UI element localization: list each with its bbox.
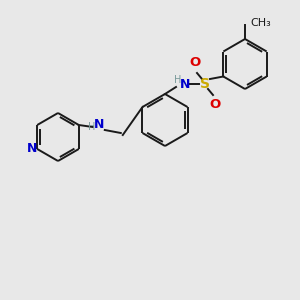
- Text: N: N: [180, 77, 190, 91]
- Text: H: H: [174, 75, 182, 85]
- Text: O: O: [209, 98, 220, 112]
- Text: N: N: [27, 142, 38, 155]
- Text: N: N: [94, 118, 104, 131]
- Text: H: H: [88, 122, 95, 132]
- Text: O: O: [189, 56, 201, 70]
- Text: CH₃: CH₃: [250, 18, 271, 28]
- Text: S: S: [200, 77, 210, 91]
